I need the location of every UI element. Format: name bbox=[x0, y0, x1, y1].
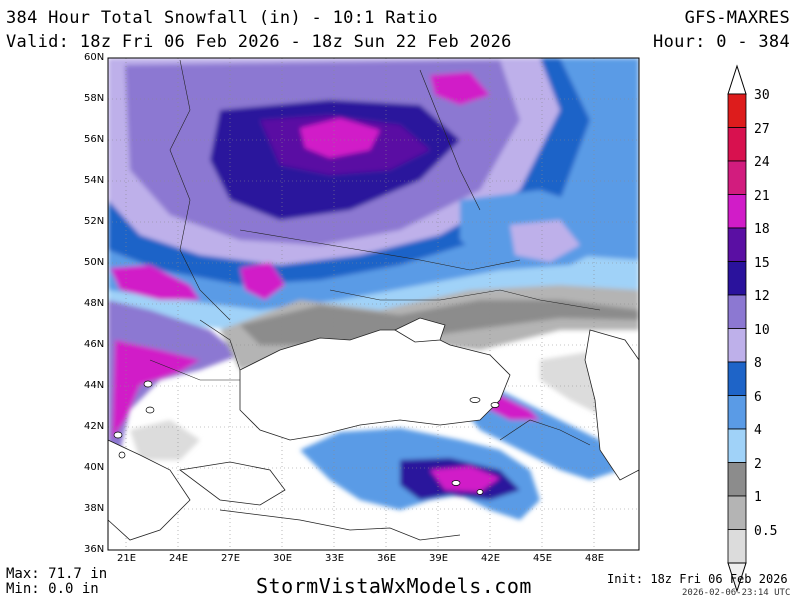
site-watermark: StormVistaWxModels.com bbox=[256, 574, 532, 598]
legend-swatch-18 bbox=[727, 227, 747, 262]
legend-swatch-1 bbox=[727, 495, 747, 530]
map-frame bbox=[107, 57, 640, 551]
legend-label-18: 18 bbox=[754, 222, 770, 237]
init-time: Init: 18z Fri 06 Feb 2026 bbox=[607, 572, 788, 586]
lon-label-27e: 27E bbox=[221, 553, 241, 564]
lon-label-30e: 30E bbox=[273, 553, 293, 564]
lat-label-56n: 56N bbox=[84, 134, 105, 145]
lon-label-45e: 45E bbox=[533, 553, 553, 564]
country-borders bbox=[149, 59, 601, 446]
legend-label-24: 24 bbox=[754, 155, 770, 170]
render-timestamp: 2026-02-06-23:14 UTC bbox=[682, 588, 791, 598]
legend-swatch-0-5 bbox=[727, 529, 747, 564]
legend-bottom-arrow bbox=[727, 562, 747, 593]
legend-label-1: 1 bbox=[754, 490, 762, 505]
coastlines bbox=[108, 317, 639, 541]
legend-swatch-12 bbox=[727, 294, 747, 329]
legend-label-0-5: 0.5 bbox=[754, 523, 778, 539]
legend-label-30: 30 bbox=[754, 88, 770, 103]
legend-swatch-4 bbox=[727, 428, 747, 463]
max-value: Max: 71.7 in bbox=[6, 566, 108, 582]
lat-label-60n: 60N bbox=[84, 52, 105, 63]
legend-label-2: 2 bbox=[754, 456, 762, 472]
lat-label-58n: 58N bbox=[84, 93, 105, 104]
lat-label-46n: 46N bbox=[84, 339, 105, 350]
forecast-hours: Hour: 0 - 384 bbox=[653, 32, 790, 52]
legend-label-8: 8 bbox=[754, 356, 762, 371]
legend-swatch-8 bbox=[727, 361, 747, 396]
legend-top-arrow bbox=[727, 64, 747, 95]
lon-label-42e: 42E bbox=[481, 553, 501, 564]
legend-swatch-30 bbox=[727, 93, 747, 128]
lat-label-38n: 38N bbox=[84, 503, 105, 514]
legend-label-15: 15 bbox=[754, 255, 770, 271]
legend-label-12: 12 bbox=[754, 289, 770, 304]
legend-colorbar bbox=[727, 64, 747, 593]
legend-swatch-10 bbox=[727, 328, 747, 363]
local-maxima-markers bbox=[113, 380, 500, 495]
lat-lon-grid bbox=[108, 58, 639, 550]
valid-period: Valid: 18z Fri 06 Feb 2026 - 18z Sun 22 … bbox=[6, 32, 512, 52]
lon-label-33e: 33E bbox=[325, 553, 345, 564]
lat-label-36n: 36N bbox=[84, 544, 105, 555]
lat-label-48n: 48N bbox=[84, 298, 105, 309]
map-title: 384 Hour Total Snowfall (in) - 10:1 Rati… bbox=[6, 8, 438, 28]
lat-label-40n: 40N bbox=[84, 462, 105, 473]
lat-label-42n: 42N bbox=[84, 421, 105, 432]
legend-label-21: 21 bbox=[754, 188, 770, 204]
legend-swatch-6 bbox=[727, 395, 747, 430]
min-value: Min: 0.0 in bbox=[6, 581, 99, 597]
legend-swatch-15 bbox=[727, 261, 747, 296]
legend-label-4: 4 bbox=[754, 423, 762, 438]
lat-label-52n: 52N bbox=[84, 216, 105, 227]
legend-swatch-21 bbox=[727, 194, 747, 229]
legend-swatch-2 bbox=[727, 462, 747, 497]
lat-label-50n: 50N bbox=[84, 257, 105, 268]
lat-label-54n: 54N bbox=[84, 175, 105, 186]
legend-label-6: 6 bbox=[754, 389, 762, 405]
lon-label-39e: 39E bbox=[429, 553, 449, 564]
legend-swatch-27 bbox=[727, 127, 747, 162]
legend-label-27: 27 bbox=[754, 121, 770, 137]
lon-label-24e: 24E bbox=[169, 553, 189, 564]
lat-label-44n: 44N bbox=[84, 380, 105, 391]
model-name: GFS-MAXRES bbox=[684, 8, 790, 28]
legend-swatch-24 bbox=[727, 160, 747, 195]
lon-label-36e: 36E bbox=[377, 553, 397, 564]
snowfall-shading bbox=[108, 58, 639, 550]
legend-label-10: 10 bbox=[754, 322, 770, 338]
lon-label-48e: 48E bbox=[585, 553, 605, 564]
lon-label-21e: 21E bbox=[117, 553, 137, 564]
